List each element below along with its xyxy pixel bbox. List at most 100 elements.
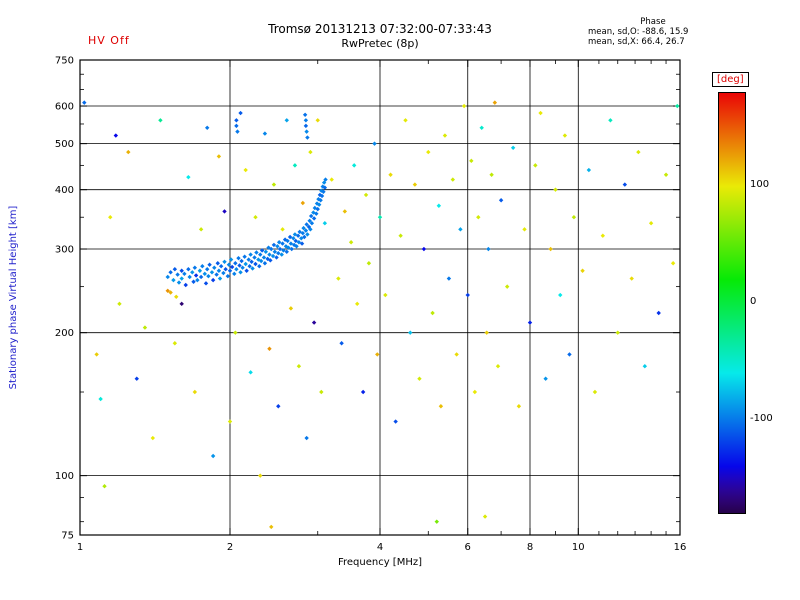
echo-point	[548, 246, 553, 252]
echo-point	[492, 100, 498, 105]
echo-point	[571, 215, 577, 220]
echo-point	[228, 257, 234, 262]
echo-point	[190, 270, 195, 275]
echo-point	[495, 363, 501, 369]
hv-status-label: HV Off	[88, 34, 130, 47]
echo-point	[438, 404, 444, 409]
echo-point	[253, 261, 258, 267]
x-tick-label: 6	[465, 542, 471, 553]
echo-point	[242, 254, 247, 259]
echo-point	[538, 110, 543, 116]
echo-point	[227, 419, 233, 424]
echo-point	[207, 262, 212, 267]
echo-point	[586, 167, 592, 173]
echo-point	[412, 182, 418, 187]
echo-point	[434, 519, 439, 524]
echo-point	[186, 267, 191, 272]
echo-point	[403, 118, 408, 123]
echo-point	[294, 244, 299, 249]
echo-point	[469, 158, 474, 164]
echo-point	[168, 270, 173, 275]
echo-point	[302, 112, 308, 118]
echo-point	[280, 241, 285, 246]
echo-point	[318, 198, 323, 203]
echo-point	[247, 264, 252, 269]
echo-point	[436, 203, 442, 208]
echo-point	[296, 363, 302, 369]
echo-point	[172, 341, 178, 346]
echo-point	[315, 206, 320, 212]
echo-point	[193, 273, 199, 278]
echo-point	[648, 221, 654, 226]
echo-point	[258, 473, 263, 478]
echo-point	[482, 514, 488, 519]
echo-point	[117, 301, 122, 307]
phase-stats-omode: mean, sd,O: -88.6, 15.9	[588, 27, 689, 37]
echo-point	[479, 125, 484, 130]
echo-point	[608, 118, 613, 123]
echo-point	[216, 154, 222, 159]
echo-point	[240, 265, 245, 270]
colorbar-tick-label: 100	[750, 179, 770, 191]
echo-point	[174, 294, 179, 299]
echo-point	[426, 149, 431, 155]
echo-point	[629, 276, 634, 281]
echo-point	[375, 352, 380, 357]
echo-point	[442, 133, 448, 138]
echo-point	[342, 209, 348, 214]
echo-point	[270, 253, 276, 259]
echo-point	[258, 258, 264, 264]
y-tick-label: 100	[55, 471, 74, 482]
colorbar-tick-label: -100	[750, 412, 773, 424]
echo-point	[238, 110, 243, 116]
echo-point	[246, 257, 251, 262]
echo-point	[243, 261, 248, 267]
echo-point	[489, 172, 494, 177]
echo-point	[218, 264, 224, 269]
echo-point	[558, 292, 563, 298]
echo-point	[377, 215, 383, 220]
echo-point	[244, 268, 249, 273]
echo-point	[82, 100, 87, 105]
echo-point	[234, 123, 239, 129]
echo-point	[302, 234, 307, 240]
echo-point	[271, 182, 277, 187]
echo-point	[253, 215, 258, 220]
echo-point	[226, 262, 232, 267]
echo-point	[322, 221, 328, 226]
echo-point	[304, 435, 309, 441]
echo-point	[102, 484, 107, 489]
echo-point	[216, 268, 222, 273]
echo-point	[210, 277, 216, 283]
echo-point	[268, 258, 273, 263]
echo-point	[165, 274, 170, 280]
echo-point	[281, 248, 286, 253]
echo-point	[248, 370, 253, 375]
echo-point	[336, 276, 341, 281]
echo-point	[276, 250, 281, 256]
y-tick-label: 200	[55, 328, 74, 339]
echo-point	[615, 330, 620, 335]
echo-point	[175, 272, 180, 277]
echo-point	[225, 273, 231, 279]
echo-point	[284, 118, 289, 123]
echo-point	[360, 389, 366, 395]
echo-point	[252, 255, 257, 260]
echo-point	[238, 270, 243, 275]
echo-point	[223, 267, 228, 272]
x-tick-label: 16	[674, 542, 687, 553]
echo-point	[510, 145, 516, 151]
echo-point	[249, 259, 254, 264]
echo-point	[311, 320, 317, 325]
echo-point	[339, 341, 344, 346]
echo-point	[299, 236, 304, 241]
y-tick-label: 600	[55, 102, 74, 113]
echo-point	[239, 258, 244, 264]
echo-point	[191, 279, 196, 284]
echo-point	[187, 274, 192, 280]
echo-point	[171, 277, 176, 283]
echo-point	[274, 255, 279, 260]
echo-point	[113, 133, 119, 138]
echo-point	[280, 227, 285, 232]
